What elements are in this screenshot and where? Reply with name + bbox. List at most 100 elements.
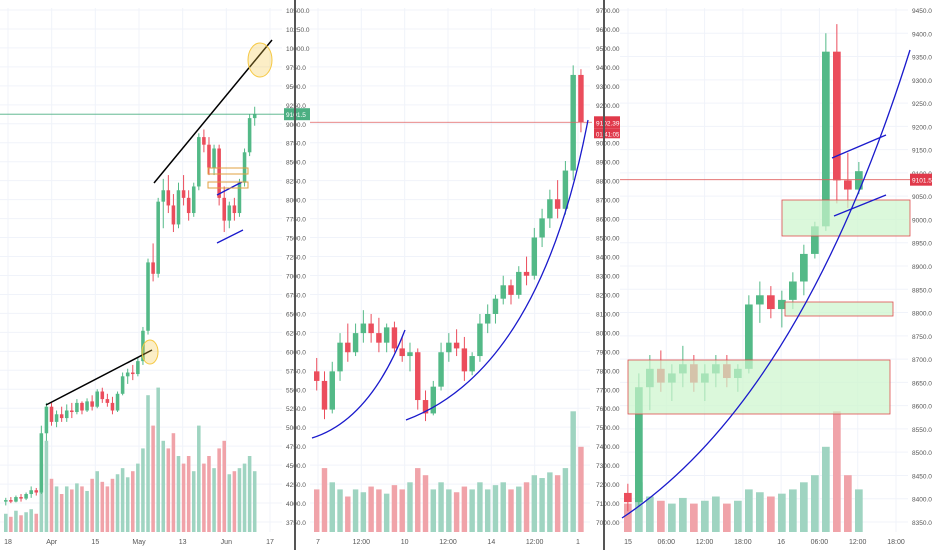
y-tick-label: 9600.00	[596, 27, 620, 34]
volume-bar	[376, 489, 382, 532]
candle-body	[833, 51, 841, 181]
x-tick-label: 06:00	[811, 539, 829, 546]
zone-box	[207, 181, 249, 189]
candle-body	[151, 262, 155, 274]
volume-bar	[469, 489, 475, 532]
y-tick-label: 9150.00	[912, 148, 932, 155]
x-tick-label: 13	[179, 539, 187, 546]
volume-bar	[679, 497, 687, 532]
trendline	[216, 229, 244, 244]
y-tick-label: 8500.00	[912, 450, 932, 457]
y-tick-label: 5000.0	[286, 425, 306, 432]
candle-body	[207, 144, 211, 168]
y-tick-label: 8000.00	[596, 330, 620, 337]
y-tick-label: 7900.00	[596, 349, 620, 356]
candle-body	[146, 262, 150, 331]
trendline	[45, 349, 153, 406]
volume-bar	[415, 468, 421, 532]
candle-body	[539, 218, 545, 238]
volume-bar	[492, 485, 499, 532]
x-tick-label: 17	[266, 539, 274, 546]
x-tick-label: 12:00	[353, 539, 371, 546]
volume-bar	[232, 471, 237, 532]
candle-body	[14, 497, 18, 502]
candle-body	[156, 201, 160, 274]
chart-panel-left: 10500.0 10250.0 10000.0 9750.0 9500.0 9250.0 9…	[0, 8, 310, 546]
volume-bar	[734, 500, 742, 532]
candle-body	[811, 226, 819, 254]
volume-bar	[166, 448, 171, 532]
y-tick-label: 6500.0	[286, 311, 306, 318]
candle-body	[4, 500, 8, 502]
candle-body	[237, 182, 242, 214]
volume-bar	[484, 489, 491, 532]
volume-bar	[844, 475, 852, 532]
y-tick-label: 9200.00	[596, 103, 620, 110]
candle-body	[469, 356, 475, 372]
candle-body	[407, 352, 413, 357]
candle-body	[855, 171, 863, 190]
x-tick-label: Jun	[221, 539, 232, 546]
y-tick-label: 9750.0	[286, 65, 306, 72]
x-tick-label: 16	[777, 539, 785, 546]
volume-bar	[4, 513, 8, 532]
candle-body	[391, 327, 398, 349]
candle-body	[844, 180, 852, 190]
y-tick-label: 8450.00	[912, 473, 932, 480]
y-tick-label: 8550.00	[912, 427, 932, 434]
volume-bar	[70, 489, 74, 532]
candle-body	[329, 371, 335, 410]
volume-bar	[44, 440, 49, 532]
x-tick-label: May	[132, 539, 146, 546]
y-tick-label: 6750.0	[286, 292, 306, 299]
y-tick-label: 7250.0	[286, 255, 306, 262]
volume-bar	[90, 478, 94, 532]
volume-bar	[383, 493, 390, 532]
candle-body	[778, 299, 786, 310]
volume-bar	[578, 446, 584, 532]
y-tick-label: 9450.00	[912, 8, 932, 15]
trendline	[831, 134, 887, 159]
volume-bar	[422, 475, 429, 532]
candle-body	[39, 433, 44, 493]
volume-bar	[668, 503, 676, 532]
volume-bar	[500, 482, 506, 532]
y-tick-label: 9350.00	[912, 55, 932, 62]
candle-body	[131, 372, 135, 375]
volume-bar	[811, 475, 819, 532]
volume-bar	[767, 496, 775, 532]
candle-body	[95, 391, 99, 407]
candle-body	[29, 490, 33, 495]
volume-bar	[531, 475, 538, 532]
x-tick-label: Apr	[46, 539, 58, 546]
candle-body	[756, 295, 764, 305]
price-label-box	[910, 173, 932, 186]
volume-bar	[64, 486, 69, 532]
candle-body	[181, 190, 186, 198]
candle-body	[115, 393, 120, 411]
volume-bar	[110, 478, 115, 532]
candle-body	[635, 387, 643, 503]
candle-body	[570, 74, 576, 171]
candle-body	[438, 352, 444, 387]
countdown-label-box	[594, 128, 620, 139]
x-tick-label: 1	[576, 539, 580, 546]
y-tick-label: 4750.0	[286, 444, 306, 451]
volume-bar	[156, 387, 160, 532]
volume-bar	[217, 448, 221, 532]
volume-bar	[141, 448, 145, 532]
volume-bar	[712, 496, 720, 532]
volume-bar	[547, 472, 553, 532]
y-tick-label: 8200.00	[596, 292, 620, 299]
y-tick-label: 9500.00	[596, 46, 620, 53]
y-tick-label: 8700.00	[912, 357, 932, 364]
volume-bar	[430, 489, 437, 532]
candle-body	[800, 253, 808, 282]
volume-bar	[508, 489, 514, 532]
candle-body	[49, 406, 54, 422]
volume-bar	[222, 440, 226, 532]
y-tick-label: 10500.0	[286, 8, 310, 15]
volume-bar	[252, 471, 257, 532]
volume-bar	[539, 478, 545, 532]
candle-body	[9, 500, 13, 502]
